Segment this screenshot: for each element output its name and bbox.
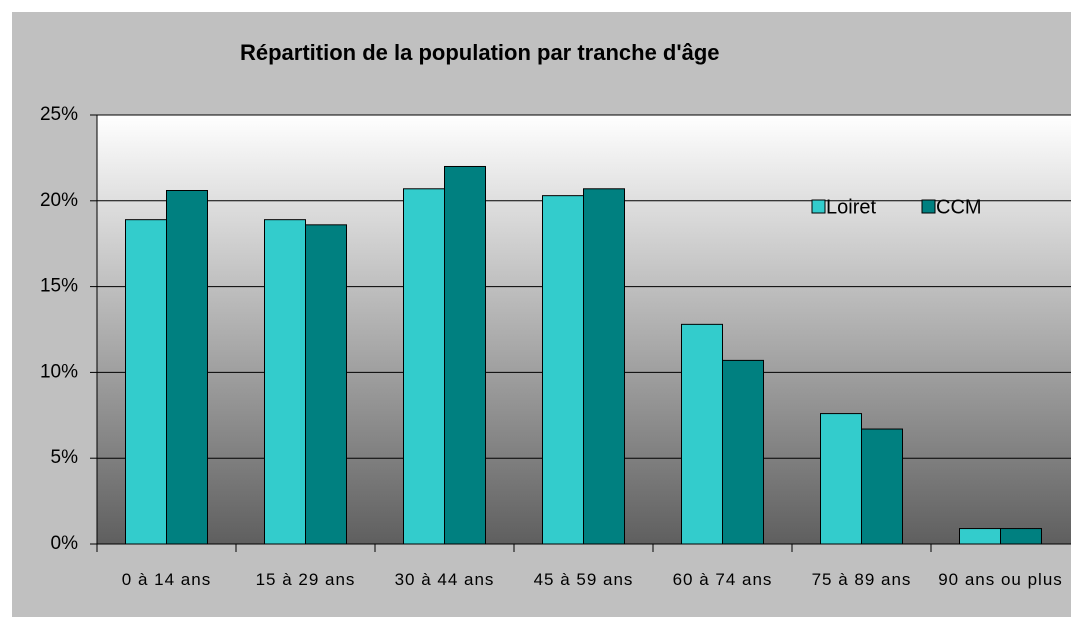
legend-label: Loiret [826, 196, 876, 218]
bar [264, 219, 306, 545]
y-tick-label: 25% [40, 104, 78, 125]
chart-title: Répartition de la population par tranche… [240, 40, 720, 65]
x-tick-label: 45 à 59 ans [533, 570, 634, 589]
bar [125, 219, 167, 545]
bar [403, 188, 445, 545]
bar [583, 188, 625, 545]
x-tick-label: 90 ans ou plus [938, 570, 1063, 589]
bar [542, 195, 584, 545]
y-tick-label: 0% [51, 533, 79, 554]
x-tick-label: 15 à 29 ans [255, 570, 356, 589]
y-tick-label: 15% [40, 276, 78, 297]
bar [681, 323, 723, 545]
bar [444, 165, 486, 545]
bar [820, 413, 862, 545]
bar [861, 428, 903, 545]
legend-swatch [811, 199, 826, 214]
x-tick-label: 30 à 44 ans [394, 570, 495, 589]
bar [166, 190, 208, 545]
y-tick-label: 10% [40, 361, 78, 382]
x-tick-label: 0 à 14 ans [121, 570, 212, 589]
x-tick-label: 60 à 74 ans [672, 570, 773, 589]
y-tick-label: 5% [51, 447, 79, 468]
bar [1000, 528, 1042, 545]
bar [722, 359, 764, 545]
bar [305, 224, 347, 545]
legend-label: CCM [936, 196, 982, 218]
y-tick-label: 20% [40, 190, 78, 211]
x-tick-label: 75 à 89 ans [811, 570, 912, 589]
legend-swatch [921, 199, 936, 214]
bar [959, 528, 1001, 545]
